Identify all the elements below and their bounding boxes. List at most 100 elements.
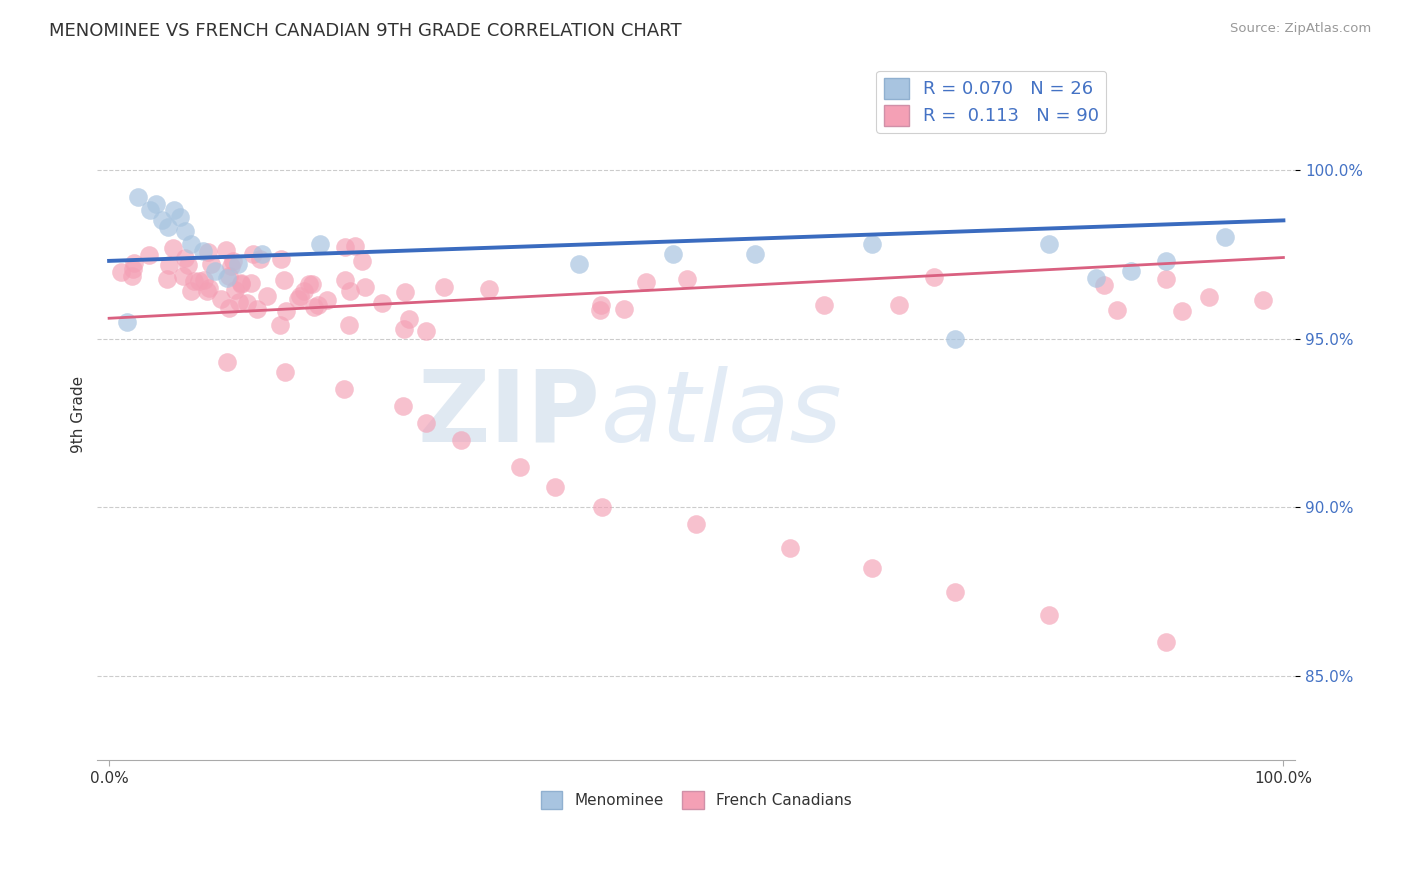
Point <box>1038 608 1060 623</box>
Point <box>1154 272 1177 286</box>
Point <box>224 283 246 297</box>
Point <box>889 298 911 312</box>
Point <box>685 517 707 532</box>
Point <box>1119 264 1142 278</box>
Text: MENOMINEE VS FRENCH CANADIAN 9TH GRADE CORRELATION CHART: MENOMINEE VS FRENCH CANADIAN 9TH GRADE C… <box>49 22 682 40</box>
Point <box>634 276 657 290</box>
Point <box>198 281 221 295</box>
Point <box>197 244 219 259</box>
Point <box>274 365 297 379</box>
Point <box>478 282 501 296</box>
Point <box>1092 277 1115 292</box>
Point <box>231 277 253 291</box>
Point <box>544 480 567 494</box>
Point <box>191 244 214 258</box>
Point <box>1154 635 1177 649</box>
Point <box>226 257 249 271</box>
Point <box>222 254 245 268</box>
Point <box>246 301 269 316</box>
Point <box>860 237 883 252</box>
Point <box>162 241 184 255</box>
Point <box>180 237 202 252</box>
Point <box>307 298 329 312</box>
Point <box>450 433 472 447</box>
Point <box>415 325 437 339</box>
Point <box>333 240 356 254</box>
Point <box>173 251 195 265</box>
Point <box>156 271 179 285</box>
Point <box>943 584 966 599</box>
Text: ZIP: ZIP <box>418 366 600 463</box>
Point <box>302 300 325 314</box>
Point <box>509 459 531 474</box>
Point <box>922 270 945 285</box>
Point <box>195 284 218 298</box>
Point <box>150 213 173 227</box>
Point <box>333 382 356 396</box>
Point <box>288 289 311 303</box>
Point <box>1105 303 1128 318</box>
Y-axis label: 9th Grade: 9th Grade <box>72 376 86 453</box>
Point <box>398 312 420 326</box>
Point <box>591 500 613 515</box>
Point <box>215 270 238 285</box>
Point <box>339 284 361 298</box>
Point <box>156 220 179 235</box>
Point <box>218 269 240 284</box>
Text: atlas: atlas <box>600 366 842 463</box>
Point <box>1084 270 1107 285</box>
Point <box>294 284 316 298</box>
Point <box>744 247 766 261</box>
Point <box>392 322 415 336</box>
Point <box>172 269 194 284</box>
Point <box>204 264 226 278</box>
Point <box>943 332 966 346</box>
Point <box>354 280 377 294</box>
Point <box>301 277 323 291</box>
Point <box>1038 237 1060 252</box>
Point <box>242 247 264 261</box>
Point <box>298 277 321 291</box>
Point <box>183 274 205 288</box>
Point <box>193 273 215 287</box>
Point <box>122 256 145 270</box>
Point <box>180 284 202 298</box>
Point <box>214 244 236 258</box>
Point <box>236 295 259 310</box>
Point <box>115 315 138 329</box>
Point <box>215 355 238 369</box>
Point <box>1171 304 1194 318</box>
Point <box>860 561 883 575</box>
Point <box>676 272 699 286</box>
Point <box>139 203 162 218</box>
Point <box>276 304 298 318</box>
Point <box>163 203 186 218</box>
Point <box>350 254 373 268</box>
Point <box>122 261 145 276</box>
Point <box>138 248 160 262</box>
Point <box>415 416 437 430</box>
Legend: Menominee, French Canadians: Menominee, French Canadians <box>534 785 858 815</box>
Point <box>200 257 222 271</box>
Point <box>121 269 143 284</box>
Text: Source: ZipAtlas.com: Source: ZipAtlas.com <box>1230 22 1371 36</box>
Point <box>239 276 262 290</box>
Point <box>188 274 211 288</box>
Point <box>256 288 278 302</box>
Point <box>250 247 273 261</box>
Point <box>433 280 456 294</box>
Point <box>315 293 337 308</box>
Point <box>287 293 309 307</box>
Point <box>661 247 683 261</box>
Point <box>333 272 356 286</box>
Point <box>145 196 167 211</box>
Point <box>169 210 191 224</box>
Point <box>1198 290 1220 304</box>
Point <box>219 259 242 273</box>
Point <box>343 239 366 253</box>
Point <box>127 190 149 204</box>
Point <box>1251 293 1274 307</box>
Point <box>174 223 197 237</box>
Point <box>218 301 240 315</box>
Point <box>370 295 392 310</box>
